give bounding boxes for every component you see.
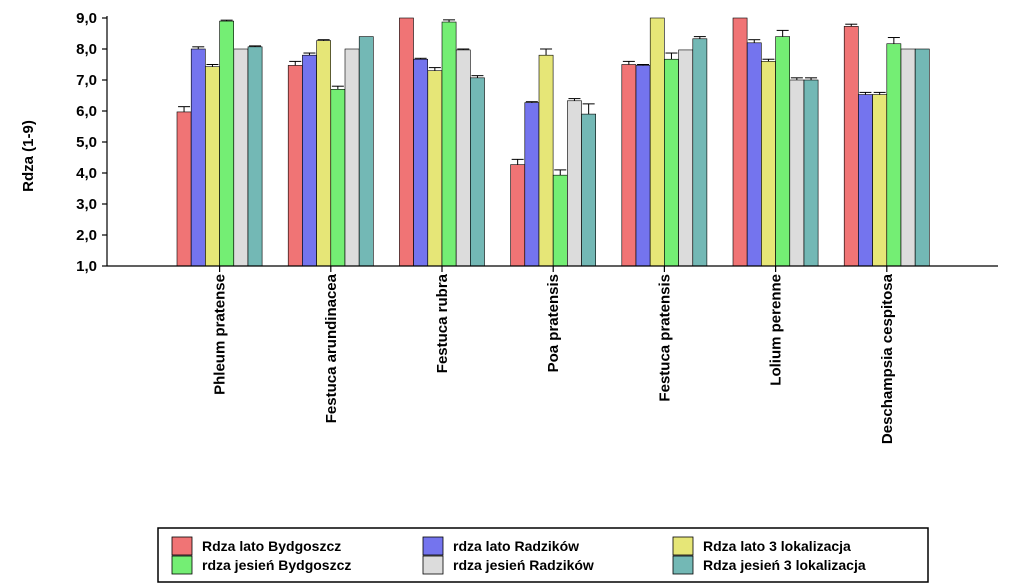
legend-swatch — [171, 536, 193, 556]
x-category-label: Phleum pratense — [212, 274, 229, 395]
y-tick-label: 2,0 — [76, 227, 97, 244]
y-axis: 1,0 2,0 3,0 4,0 5,0 6,0 7,0 8,0 9,0 — [76, 10, 108, 275]
bar — [247, 46, 263, 267]
bar — [455, 49, 471, 267]
legend-label: rdza lato Radzików — [453, 538, 579, 554]
bar — [427, 70, 443, 267]
y-tick-label: 9,0 — [76, 10, 97, 27]
bar — [176, 111, 192, 267]
bar — [441, 21, 457, 267]
legend-swatch — [672, 555, 694, 575]
bar — [344, 48, 360, 267]
y-tick-label: 8,0 — [76, 41, 97, 58]
bar — [524, 102, 540, 267]
bar — [316, 40, 332, 267]
bar — [205, 66, 220, 267]
bar — [789, 79, 805, 267]
bar — [581, 113, 596, 267]
legend-swatch — [422, 536, 444, 556]
legend-frame — [157, 527, 929, 583]
legend: Rdza lato Bydgoszcz rdza lato Radzików Rdz… — [157, 527, 929, 583]
legend-label: rdza jesień Radzików — [453, 557, 594, 573]
legend-label: Rdza lato 3 lokalizacja — [703, 538, 851, 554]
bar — [886, 43, 902, 267]
bar — [678, 49, 693, 267]
y-tick-label: 4,0 — [76, 165, 97, 182]
bar — [552, 174, 568, 267]
bar — [761, 61, 776, 267]
legend-swatch — [672, 536, 694, 556]
y-tick-label: 7,0 — [76, 72, 97, 89]
legend-swatch — [422, 555, 444, 575]
x-category-label: Lolium perenne — [768, 274, 785, 386]
x-axis: Phleum pratense Festuca arundinacea Festuc… — [107, 265, 998, 444]
y-tick-label: 6,0 — [76, 103, 97, 120]
bar — [746, 42, 762, 267]
bar — [692, 38, 708, 267]
bar — [358, 36, 374, 267]
y-tick-label: 3,0 — [76, 196, 97, 213]
bar — [399, 17, 414, 267]
bar — [914, 48, 930, 267]
bar — [538, 54, 554, 267]
y-axis-title: Rdza (1-9) — [20, 120, 37, 192]
bar — [649, 17, 665, 267]
bar — [872, 94, 887, 267]
bar — [900, 48, 916, 267]
bar — [843, 26, 859, 267]
y-tick-label: 5,0 — [76, 134, 97, 151]
bar — [732, 17, 748, 267]
bar — [858, 94, 873, 267]
legend-label: Rdza lato Bydgoszcz — [202, 538, 341, 554]
legend-label: rdza jesień Bydgoszcz — [202, 557, 351, 573]
bar — [510, 164, 526, 267]
y-tick-label: 1,0 — [76, 258, 97, 275]
bar — [635, 65, 651, 267]
bar — [233, 48, 249, 267]
legend-swatch — [171, 555, 193, 575]
bar — [775, 36, 790, 267]
bar — [470, 77, 485, 267]
bar — [664, 58, 679, 267]
x-category-label: Deschampsia cespitosa — [879, 273, 896, 444]
bar — [287, 65, 303, 267]
x-category-label: Festuca pratensis — [656, 274, 673, 402]
bar — [302, 54, 317, 267]
bar — [190, 48, 206, 267]
x-category-label: Festuca rubra — [434, 273, 451, 373]
x-category-label: Festuca arundinacea — [323, 273, 340, 423]
bar-series-group — [176, 17, 930, 267]
x-category-label: Poa pratensis — [545, 274, 562, 372]
bar — [219, 20, 235, 267]
legend-label: Rdza jesień 3 lokalizacja — [703, 557, 866, 573]
bar — [803, 79, 819, 267]
bar — [621, 64, 637, 267]
bar — [330, 89, 346, 267]
error-bar-group — [178, 19, 900, 176]
bar — [567, 100, 582, 267]
bar — [413, 58, 429, 267]
